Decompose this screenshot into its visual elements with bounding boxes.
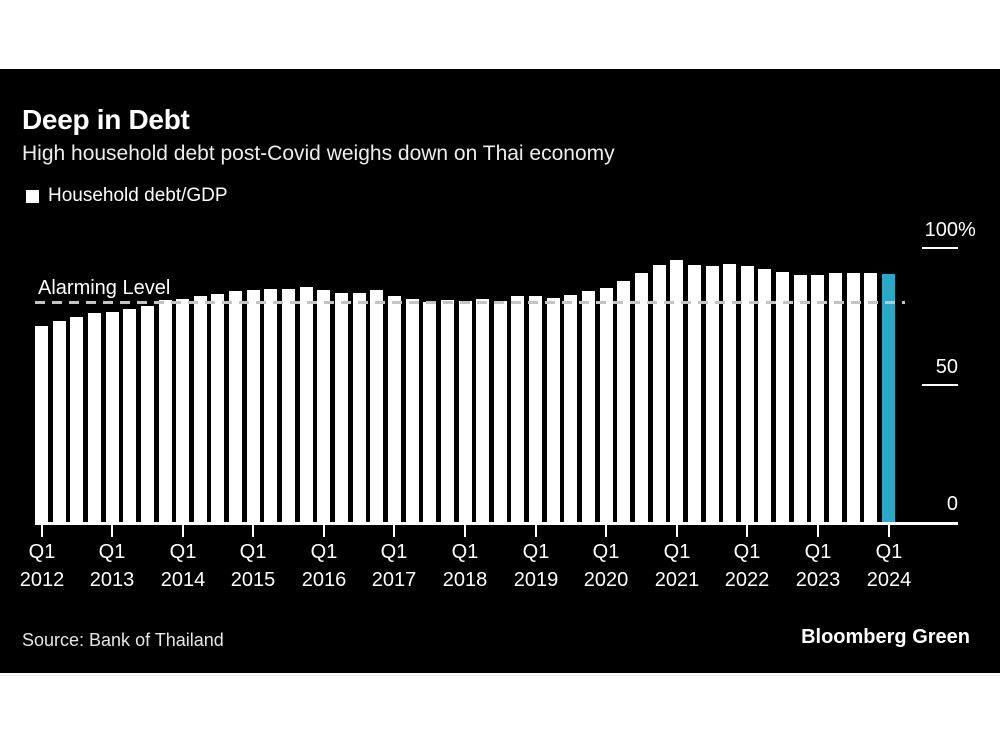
bar <box>353 293 366 522</box>
legend: Household debt/GDP <box>26 185 228 206</box>
x-tick-label: Q1 2021 <box>654 541 700 591</box>
y-tick-label: 100% <box>924 219 976 241</box>
x-tick-label: Q1 2024 <box>866 541 912 591</box>
bar <box>106 312 119 522</box>
bar <box>829 273 842 522</box>
bar <box>229 291 242 522</box>
x-axis-line <box>35 522 958 525</box>
x-tick <box>252 525 254 537</box>
y-tick <box>922 384 958 386</box>
y-tick-label: 50 <box>935 356 958 378</box>
bar <box>811 275 824 522</box>
chart-subtitle: High household debt post-Covid weighs do… <box>22 142 615 165</box>
bar <box>211 294 224 522</box>
x-tick-label: Q1 2015 <box>230 541 276 591</box>
bar <box>723 264 736 522</box>
bar <box>494 301 507 522</box>
x-tick-label: Q1 2012 <box>19 541 65 591</box>
bar <box>423 302 436 522</box>
x-tick-label: Q1 2022 <box>724 541 770 591</box>
x-tick <box>605 525 607 537</box>
bar <box>706 266 719 522</box>
x-tick <box>817 525 819 537</box>
bar <box>653 265 666 522</box>
x-tick-label: Q1 2020 <box>583 541 629 591</box>
bar <box>635 273 648 522</box>
bar <box>123 309 136 522</box>
bar <box>758 269 771 522</box>
bar <box>794 275 807 522</box>
x-tick-label: Q1 2019 <box>513 541 559 591</box>
bar <box>670 260 683 522</box>
bar <box>864 273 877 522</box>
bar <box>300 287 313 522</box>
bar <box>511 296 524 522</box>
alarm-threshold-line <box>35 301 905 304</box>
alarm-threshold-label: Alarming Level <box>38 277 171 299</box>
bar <box>617 281 630 522</box>
x-tick <box>464 525 466 537</box>
bar <box>141 306 154 522</box>
x-tick <box>41 525 43 537</box>
x-tick-label: Q1 2023 <box>795 541 841 591</box>
bar <box>459 301 472 522</box>
chart-title: Deep in Debt <box>22 104 190 135</box>
bar <box>564 295 577 522</box>
x-tick <box>535 525 537 537</box>
bar <box>88 313 101 522</box>
x-tick <box>393 525 395 537</box>
legend-swatch-icon <box>26 189 39 203</box>
card-bottom-divider <box>0 675 1000 676</box>
bar-highlighted <box>882 274 895 522</box>
bar <box>70 317 83 522</box>
bar <box>247 290 260 522</box>
bar <box>688 265 701 522</box>
x-tick <box>746 525 748 537</box>
x-tick-label: Q1 2013 <box>89 541 135 591</box>
bar <box>582 291 595 522</box>
bar <box>264 289 277 522</box>
bar <box>335 293 348 522</box>
x-tick <box>323 525 325 537</box>
x-tick <box>888 525 890 537</box>
x-tick <box>182 525 184 537</box>
bar <box>741 266 754 522</box>
bar <box>317 290 330 522</box>
bar <box>194 296 207 522</box>
bar <box>53 321 66 522</box>
bar <box>547 298 560 522</box>
x-tick-label: Q1 2014 <box>160 541 206 591</box>
bar <box>35 326 48 522</box>
legend-label: Household debt/GDP <box>48 185 228 206</box>
bar <box>441 300 454 522</box>
y-tick-label: 0 <box>946 493 958 515</box>
x-tick <box>676 525 678 537</box>
x-tick-label: Q1 2017 <box>371 541 417 591</box>
bar <box>529 296 542 522</box>
bar <box>370 290 383 522</box>
bloomberg-green-logo: Bloomberg Green <box>801 626 970 648</box>
bar <box>159 300 172 522</box>
x-tick-label: Q1 2018 <box>442 541 488 591</box>
bar <box>600 288 613 522</box>
bar <box>282 289 295 522</box>
x-tick-label: Q1 2016 <box>301 541 347 591</box>
bar <box>847 273 860 522</box>
bar <box>388 296 401 522</box>
y-tick <box>922 247 958 249</box>
bar <box>476 299 489 522</box>
bar <box>776 272 789 522</box>
bar <box>176 299 189 522</box>
bar <box>406 299 419 522</box>
x-tick <box>111 525 113 537</box>
source-note: Source: Bank of Thailand <box>22 630 224 650</box>
